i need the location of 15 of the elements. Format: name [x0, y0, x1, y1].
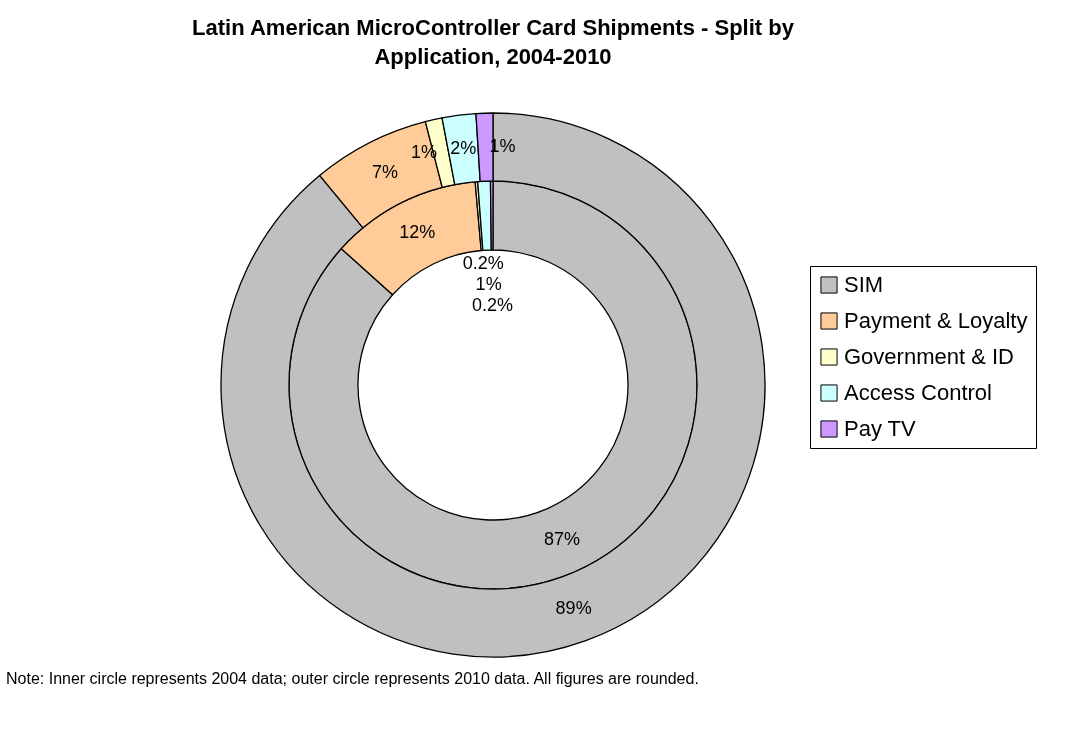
data-label: 2% [450, 137, 477, 158]
data-label: 0.2% [471, 295, 514, 315]
legend-label: Government & ID [844, 344, 1014, 369]
legend-label: Access Control [844, 380, 992, 405]
legend-label: Pay TV [844, 416, 917, 441]
legend-label: SIM [844, 272, 884, 297]
data-label: 87% [543, 528, 581, 549]
data-label: 0.2% [462, 253, 504, 274]
chart-title: Latin American MicroController Card Shipments - Split by Application, 2004-2010 [192, 15, 795, 69]
data-label: 7% [371, 161, 398, 182]
text: Note: Inner circle represents 2004 data; outer circle represents 2010 data. All figures are rounded. [6, 670, 699, 687]
data-label: 89% [555, 597, 592, 618]
legend-label: Payment & Loyalty [844, 308, 1028, 333]
data-label: 12% [399, 222, 436, 243]
data-label: 1% [475, 274, 502, 295]
